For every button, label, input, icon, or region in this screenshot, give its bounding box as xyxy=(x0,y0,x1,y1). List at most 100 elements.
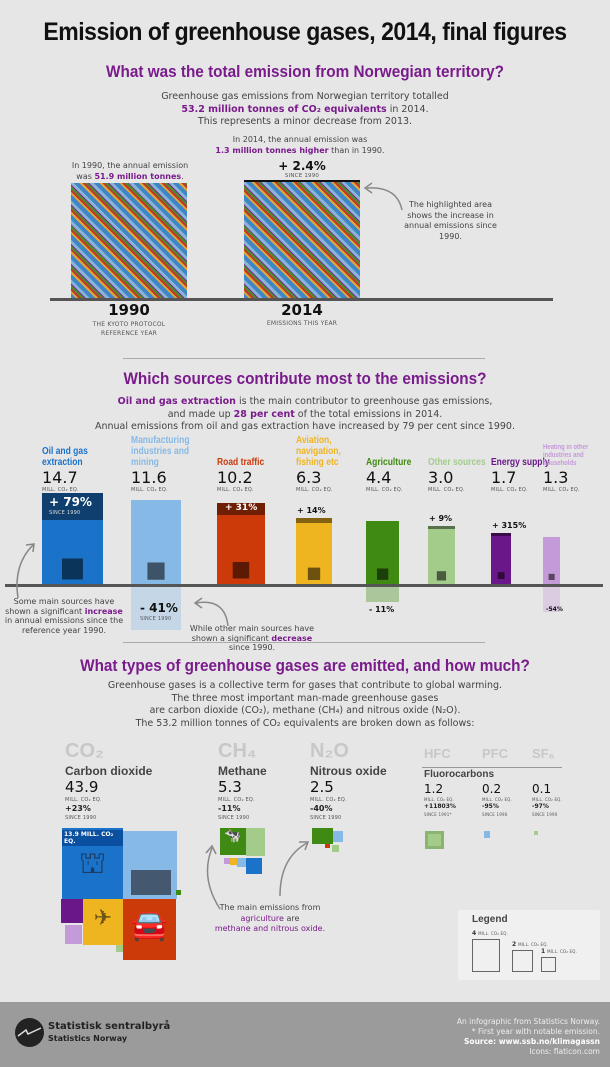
curved-arrow-icon xyxy=(279,841,310,897)
gas-unit: MILL. CO₂ EQ. xyxy=(482,797,512,802)
baseline xyxy=(50,298,553,301)
legend-value: 4 xyxy=(472,930,477,937)
year-1990-sub: THE KYOTO PROTOCOL REFERENCE YEAR xyxy=(92,321,166,337)
source-unit: MILL. CO₂ EQ. xyxy=(131,487,168,493)
ch4-oil-block xyxy=(246,858,262,874)
footnote: * First year with notable emission. xyxy=(471,1027,600,1036)
co2-aviation-block: ✈ xyxy=(83,899,123,945)
legend-title: Legend xyxy=(472,914,508,925)
source-label: Other sources xyxy=(428,457,486,468)
gas-change: +11803% xyxy=(424,803,456,810)
source-label: Manufacturing industries and mining xyxy=(131,435,190,468)
source-label: Road traffic xyxy=(217,457,265,468)
oil-platform-icon: ⛫ xyxy=(78,846,107,881)
since-label: SINCE 1990 xyxy=(218,815,250,821)
gas-symbol: CO₂ xyxy=(65,740,104,762)
text: While other main sources have shown a si… xyxy=(189,624,315,643)
co2-road-block: 🚘 xyxy=(123,899,176,960)
decrease-band xyxy=(543,587,560,612)
source-bar: ■ xyxy=(217,503,265,585)
gas-change: -97% xyxy=(532,803,549,810)
gas-value: 5.3 xyxy=(218,778,242,796)
text: . xyxy=(322,924,326,933)
ch4-heating-block xyxy=(224,858,230,864)
divider xyxy=(123,358,485,359)
legend-square-2 xyxy=(512,950,533,972)
annotation-increase: Some main sources have shown a significa… xyxy=(3,597,125,635)
plane-ship-icon: ✈ xyxy=(93,906,113,931)
since-label: SINCE 1990 xyxy=(310,815,342,821)
hfc-block xyxy=(425,831,444,849)
ch4-manufacturing-block xyxy=(237,858,246,867)
legend-value: 2 xyxy=(512,941,517,948)
page-title: Emission of greenhouse gases, 2014, fina… xyxy=(43,18,567,46)
annotation-decrease: While other main sources have shown a si… xyxy=(188,624,316,653)
source-bar: ■ xyxy=(366,521,399,585)
source-label: Aviation, navigation, fishing etc xyxy=(296,435,341,468)
gas-name: Carbon dioxide xyxy=(65,764,153,778)
source-bar: ■ xyxy=(543,537,560,585)
source-label: Agriculture xyxy=(366,457,412,468)
since-label: SINCE 1990 xyxy=(482,812,508,817)
decrease-band xyxy=(131,587,181,630)
text: are xyxy=(283,913,300,923)
ch4-aviation-block xyxy=(230,858,237,865)
legend-unit: MILL. CO₂ EQ. xyxy=(547,949,578,954)
n2o-agriculture-block xyxy=(312,828,333,844)
gas-symbol: CH₄ xyxy=(218,740,257,762)
text: The main emissions from xyxy=(219,903,321,912)
source-link[interactable]: Source: www.ssb.no/klimagassn xyxy=(464,1037,600,1046)
logo-sub: Statistics Norway xyxy=(48,1034,128,1043)
legend-unit: MILL. CO₂ EQ. xyxy=(478,931,509,936)
co2-heating-block xyxy=(65,925,82,944)
source-bar: ■ xyxy=(296,518,332,585)
section3-intro: Greenhouse gases is a collective term fo… xyxy=(0,680,610,730)
highlight: increase xyxy=(84,606,123,616)
increase-band xyxy=(296,518,332,523)
section2-heading: Which sources contribute most to the emi… xyxy=(123,369,487,388)
since-label: SINCE 1990 xyxy=(65,815,97,821)
since-label: SINCE 1990 xyxy=(284,173,320,179)
ch4-other-block xyxy=(246,828,265,856)
text: The three most important man-made greenh… xyxy=(171,692,439,704)
section2-intro: Oil and gas extraction is the main contr… xyxy=(0,396,610,434)
text: Annual emissions from oil and gas extrac… xyxy=(95,421,515,432)
text: than in 1990. xyxy=(328,146,385,155)
n2o-manufacturing-block xyxy=(333,831,343,842)
gas-name: Methane xyxy=(218,764,267,778)
co2-agriculture-block xyxy=(176,890,181,895)
source-unit: MILL. CO₂ EQ. xyxy=(42,487,79,493)
sf6-block xyxy=(534,831,538,835)
credit-line: An infographic from Statistics Norway. xyxy=(456,1017,600,1026)
icons-credit: Icons: flaticon.com xyxy=(529,1047,600,1056)
text: and made up xyxy=(167,408,234,420)
co2-manufacturing-block xyxy=(123,831,177,899)
source-value: 4.4 xyxy=(366,468,392,487)
n2o-other-block xyxy=(332,845,339,852)
divider xyxy=(123,642,485,643)
source-change: - 11% xyxy=(369,605,395,614)
n2o-road-block xyxy=(325,844,330,848)
legend-square-4 xyxy=(472,939,500,972)
text: are carbon dioxide (CO₂), methane (CH₄) … xyxy=(149,705,461,716)
text: Greenhouse gases is a collective term fo… xyxy=(107,680,503,691)
section3-heading: What types of greenhouse gases are emitt… xyxy=(80,656,530,675)
source-unit: MILL. CO₂ EQ. xyxy=(296,487,333,493)
highlight: 1.3 million tonnes higher xyxy=(215,146,329,155)
text: In 2014, the annual emission was xyxy=(232,135,368,144)
bar-1990 xyxy=(71,183,187,299)
gas-change: -40% xyxy=(310,804,333,813)
oil-platform-icon: ■ xyxy=(59,551,86,583)
annotation-agriculture: The main emissions from agriculture are … xyxy=(205,903,335,935)
intro-line: Greenhouse gas emissions from Norwegian … xyxy=(161,91,449,102)
legend-value: 1 xyxy=(541,948,546,955)
annotation-increase: The highlighted area shows the increase … xyxy=(404,200,497,241)
bar-2014 xyxy=(244,180,360,299)
gas-name: Nitrous oxide xyxy=(310,764,387,778)
footer-credits: An infographic from Statistics Norway. *… xyxy=(457,1017,600,1057)
since-label: SINCE 1990 xyxy=(49,510,81,516)
text: since 1990. xyxy=(228,643,276,652)
source-value: 10.2 xyxy=(217,468,253,487)
highlight: 53.2 million tonnes of CO₂ equivalents xyxy=(181,103,387,115)
change-2014: + 2.4% xyxy=(278,159,326,173)
